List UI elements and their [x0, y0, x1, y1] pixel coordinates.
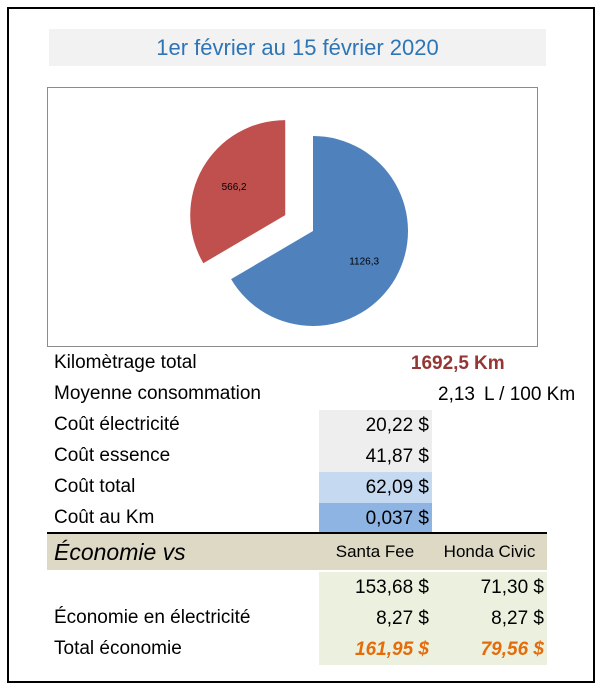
- economy-header: Économie vs Santa Fee Honda Civic: [47, 532, 547, 570]
- total-cost-label: Coût total: [54, 476, 136, 497]
- economy-electricity-label: Économie en électricité: [54, 607, 251, 628]
- row-gas-cost: Coût essence 41,87 $: [47, 441, 547, 472]
- economy-total-honda-civic: 79,56 $: [432, 634, 547, 665]
- row-total-cost: Coût total 62,09 $: [47, 472, 547, 503]
- economy-santa-fee-value: 153,68 $: [319, 572, 432, 603]
- pie-chart-svg: 1126,3 566,2: [190, 120, 409, 326]
- report-frame: [7, 7, 595, 683]
- pie-data-label-1: 566,2: [222, 182, 247, 193]
- pie-data-label-0: 1126,3: [349, 256, 379, 267]
- gas-cost-value: 41,87 $: [319, 441, 432, 472]
- km-total-label: Kilomètrage total: [54, 352, 197, 373]
- cost-per-km-label: Coût au Km: [54, 507, 155, 528]
- economy-total-label: Total économie: [54, 638, 182, 659]
- economy-row-base: 153,68 $ 71,30 $: [47, 572, 547, 603]
- row-elec-cost: Coût électricité 20,22 $: [47, 410, 547, 441]
- economy-row-total: Total économie 161,95 $ 79,56 $: [47, 634, 547, 665]
- report-title-text: 1er février au 15 février 2020: [156, 34, 439, 60]
- elec-cost-value: 20,22 $: [319, 410, 432, 441]
- economy-title: Économie vs: [47, 534, 318, 570]
- economy-total-santa-fee: 161,95 $: [319, 634, 432, 665]
- pie-chart: 1126,3 566,2: [47, 87, 538, 347]
- economy-row-electricity: Économie en électricité 8,27 $ 8,27 $: [47, 603, 547, 634]
- economy-honda-civic-value: 71,30 $: [432, 572, 547, 603]
- avg-consumption-value: 2,13: [438, 383, 475, 405]
- report-title: 1er février au 15 février 2020: [49, 29, 546, 66]
- row-avg-consumption: Moyenne consommation 2,13 L / 100 Km: [47, 379, 575, 410]
- economy-col-honda-civic: Honda Civic: [432, 534, 547, 570]
- economy-electricity-santa-fee: 8,27 $: [319, 603, 432, 634]
- row-km-total: Kilomètrage total 1692,5 Km: [47, 348, 547, 379]
- km-total-unit: Km: [474, 352, 505, 374]
- pie-slice-1: [190, 120, 286, 264]
- gas-cost-label: Coût essence: [54, 445, 171, 466]
- avg-consumption-label: Moyenne consommation: [54, 383, 261, 404]
- pie-slice-0: [231, 136, 409, 326]
- elec-cost-label: Coût électricité: [54, 414, 180, 435]
- row-cost-per-km: Coût au Km 0,037 $: [47, 503, 547, 534]
- avg-consumption-unit: L / 100 Km: [484, 383, 576, 405]
- economy-electricity-honda-civic: 8,27 $: [432, 603, 547, 634]
- economy-col-santa-fee: Santa Fee: [318, 534, 432, 570]
- total-cost-value: 62,09 $: [319, 472, 432, 503]
- km-total-value: 1692,5: [410, 352, 469, 374]
- cost-per-km-value: 0,037 $: [319, 503, 432, 534]
